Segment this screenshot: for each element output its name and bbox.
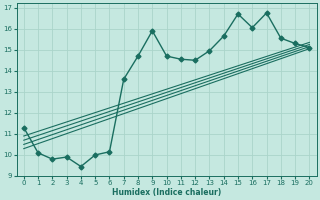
X-axis label: Humidex (Indice chaleur): Humidex (Indice chaleur) bbox=[112, 188, 221, 197]
